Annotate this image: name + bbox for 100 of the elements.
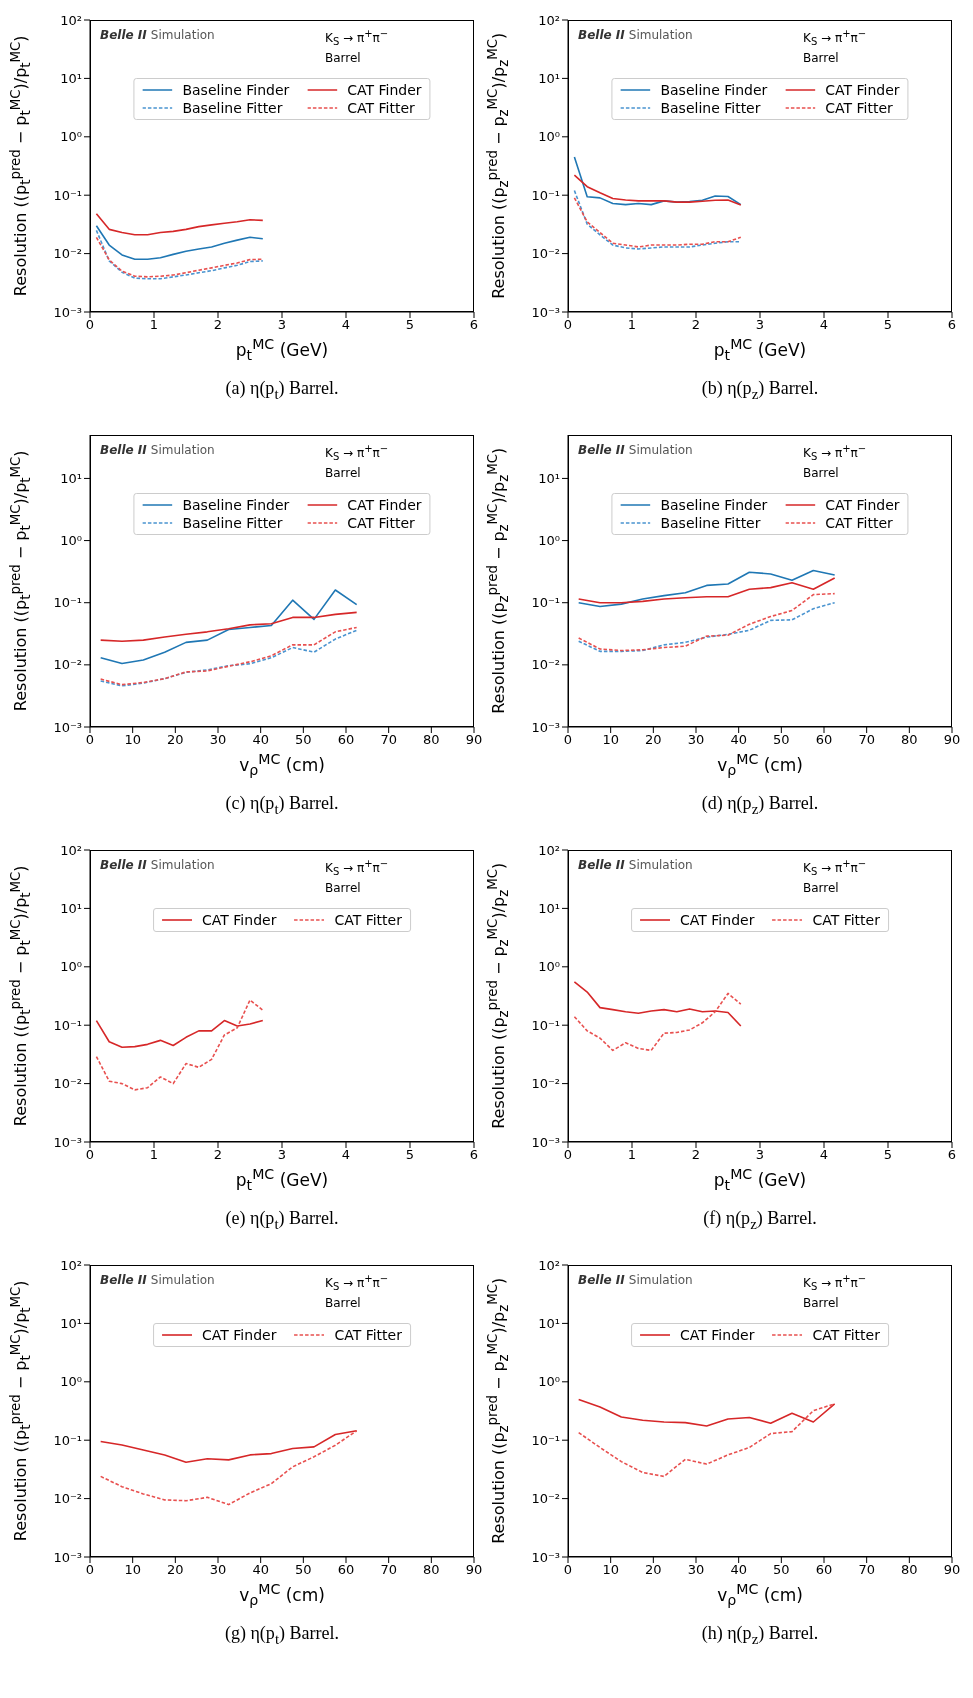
x-tick-label: 4 bbox=[341, 317, 351, 333]
y-tick-label: 10⁻³ bbox=[53, 304, 82, 320]
annotation: K$_{S}$ → π$^{+}$π$^{−}$ bbox=[325, 27, 389, 50]
y-tick-label: 10¹ bbox=[538, 901, 560, 917]
x-tick-label: 4 bbox=[819, 1147, 829, 1163]
x-tick-label: 60 bbox=[815, 1562, 833, 1578]
x-tick-label: 20 bbox=[167, 1562, 184, 1578]
x-tick-label: 20 bbox=[645, 732, 662, 748]
annotation: Belle II bbox=[100, 858, 147, 872]
x-tick-label: 3 bbox=[755, 317, 765, 333]
x-tick-label: 30 bbox=[209, 732, 227, 748]
y-tick-label: 10² bbox=[60, 1257, 82, 1273]
legend-label: CAT Finder bbox=[680, 912, 755, 928]
y-tick-label: 10⁰ bbox=[60, 1374, 82, 1390]
y-tick-label: 10² bbox=[60, 12, 82, 28]
x-tick-label: 70 bbox=[380, 1562, 397, 1578]
x-tick-label: 0 bbox=[85, 1147, 95, 1163]
x-tick-label: 6 bbox=[947, 317, 957, 333]
x-tick-label: 3 bbox=[755, 1147, 765, 1163]
text: (e) η(p$_{t}$) Barrel. bbox=[224, 1208, 340, 1233]
x-tick-label: 5 bbox=[405, 317, 415, 333]
x-tick-label: 3 bbox=[277, 1147, 287, 1163]
legend-label: Baseline Fitter bbox=[660, 515, 761, 531]
x-tick-label: 0 bbox=[563, 1147, 573, 1163]
legend-label: CAT Fitter bbox=[347, 100, 415, 116]
y-tick-label: 10⁻² bbox=[531, 1491, 560, 1507]
y-tick-label: 10⁻³ bbox=[531, 304, 560, 320]
x-tick-label: 50 bbox=[773, 732, 790, 748]
text: (h) η(p$_{z}$) Barrel. bbox=[700, 1623, 820, 1648]
x-axis-title: v$_{ρ}$$^{MC}$ (cm) bbox=[716, 1581, 804, 1609]
x-tick-label: 80 bbox=[423, 1562, 440, 1578]
y-tick-label: 10⁰ bbox=[60, 129, 82, 145]
line-series bbox=[95, 1019, 264, 1048]
legend-label: CAT Finder bbox=[202, 1327, 277, 1343]
x-tick-label: 10 bbox=[602, 732, 619, 748]
y-tick-label: 10⁻² bbox=[531, 657, 560, 673]
annotation: Belle II bbox=[578, 443, 625, 457]
legend-label: CAT Finder bbox=[825, 82, 900, 98]
x-axis-title: p$_{t}$$^{MC}$ (GeV) bbox=[712, 336, 808, 364]
x-tick-label: 5 bbox=[883, 317, 893, 333]
x-tick-label: 70 bbox=[380, 732, 397, 748]
y-tick-label: 10⁻² bbox=[531, 246, 560, 262]
x-tick-label: 4 bbox=[341, 1147, 351, 1163]
annotation: K$_{S}$ → π$^{+}$π$^{−}$ bbox=[325, 1272, 389, 1295]
annotation: Barrel bbox=[325, 465, 362, 482]
line-series bbox=[99, 1429, 358, 1506]
annotation: K$_{S}$ → π$^{+}$π$^{−}$ bbox=[803, 857, 867, 880]
y-tick-label: 10⁻² bbox=[53, 246, 82, 262]
annotation: Belle II bbox=[100, 443, 147, 457]
annotation: K$_{S}$ → π$^{+}$π$^{−}$ bbox=[325, 857, 389, 880]
y-tick-label: 10⁰ bbox=[60, 959, 82, 975]
y-tick-label: 10² bbox=[538, 12, 560, 28]
y-tick-label: 10⁻³ bbox=[531, 719, 560, 735]
y-tick-label: 10⁰ bbox=[60, 533, 82, 549]
line-series bbox=[99, 1429, 358, 1463]
legend-label: CAT Finder bbox=[202, 912, 277, 928]
x-tick-label: 0 bbox=[85, 317, 95, 333]
x-tick-label: 50 bbox=[773, 1562, 790, 1578]
legend-label: Baseline Finder bbox=[660, 82, 768, 98]
legend-label: CAT Finder bbox=[347, 82, 422, 98]
line-series bbox=[95, 229, 264, 280]
annotation: Belle II bbox=[578, 28, 625, 42]
annotation: Simulation bbox=[628, 858, 693, 872]
x-axis-title: p$_{t}$$^{MC}$ (GeV) bbox=[234, 1166, 330, 1194]
x-tick-label: 6 bbox=[469, 1147, 479, 1163]
x-tick-label: 30 bbox=[687, 1562, 705, 1578]
line-series bbox=[573, 981, 742, 1027]
x-tick-label: 20 bbox=[167, 732, 184, 748]
y-tick-label: 10⁻³ bbox=[531, 1549, 560, 1565]
x-tick-label: 90 bbox=[943, 732, 961, 748]
y-tick-label: 10¹ bbox=[60, 1316, 82, 1332]
line-series bbox=[573, 197, 742, 248]
x-tick-label: 1 bbox=[149, 317, 159, 333]
x-tick-label: 6 bbox=[469, 317, 479, 333]
x-tick-label: 5 bbox=[883, 1147, 893, 1163]
x-tick-label: 60 bbox=[337, 1562, 355, 1578]
x-tick-label: 1 bbox=[627, 1147, 637, 1163]
annotation: K$_{S}$ → π$^{+}$π$^{−}$ bbox=[803, 442, 867, 465]
y-tick-label: 10⁰ bbox=[538, 959, 560, 975]
x-axis-title: p$_{t}$$^{MC}$ (GeV) bbox=[712, 1166, 808, 1194]
y-tick-label: 10⁻³ bbox=[531, 1134, 560, 1150]
x-tick-label: 0 bbox=[563, 732, 573, 748]
text: (g) η(p$_{t}$) Barrel. bbox=[223, 1623, 340, 1648]
x-tick-label: 1 bbox=[149, 1147, 159, 1163]
y-tick-label: 10⁻¹ bbox=[53, 1017, 82, 1033]
y-tick-label: 10² bbox=[538, 842, 560, 858]
line-series bbox=[99, 611, 358, 643]
annotation: Barrel bbox=[325, 1295, 362, 1312]
x-tick-label: 2 bbox=[691, 1147, 701, 1163]
x-tick-label: 60 bbox=[337, 732, 355, 748]
legend-label: CAT Fitter bbox=[334, 1327, 402, 1343]
line-series bbox=[95, 999, 264, 1091]
annotation: Simulation bbox=[150, 28, 215, 42]
y-tick-label: 10¹ bbox=[60, 71, 82, 87]
y-tick-label: 10⁻¹ bbox=[53, 187, 82, 203]
x-tick-label: 40 bbox=[252, 1562, 269, 1578]
annotation: Belle II bbox=[100, 28, 147, 42]
x-tick-label: 4 bbox=[819, 317, 829, 333]
annotation: K$_{S}$ → π$^{+}$π$^{−}$ bbox=[803, 27, 867, 50]
x-tick-label: 3 bbox=[277, 317, 287, 333]
